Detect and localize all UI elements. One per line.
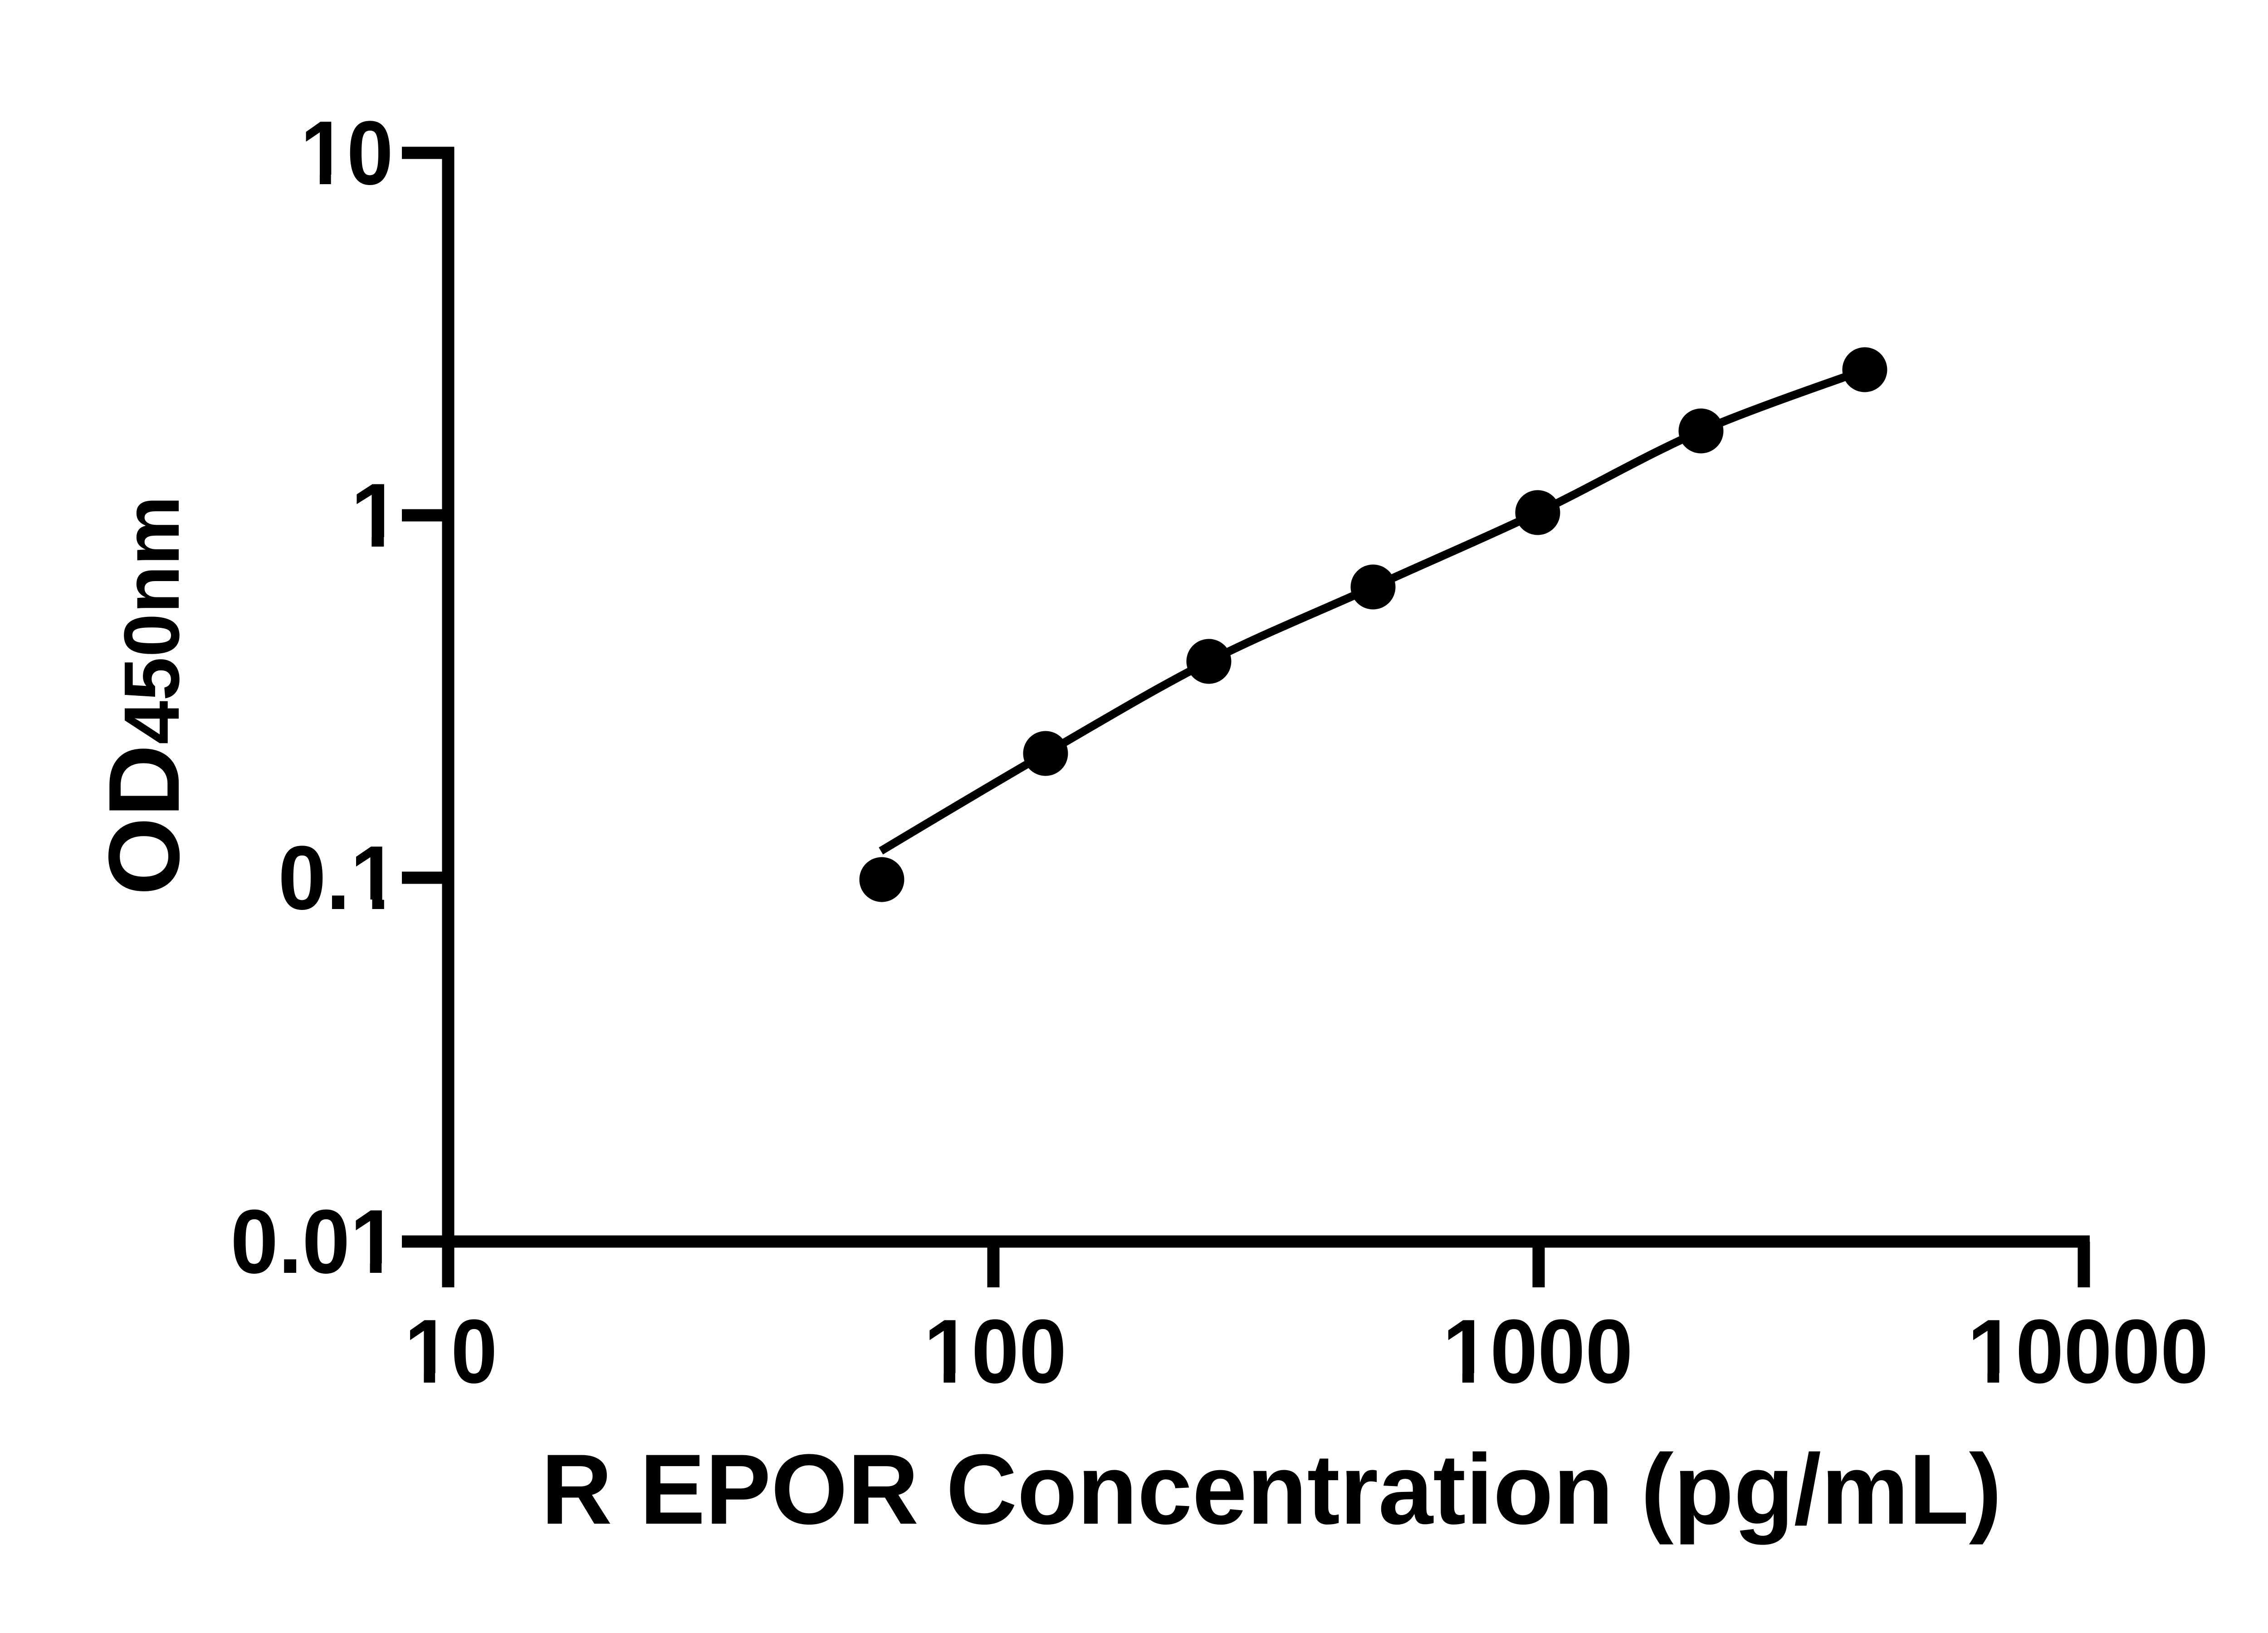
svg-text:10: 10 [300, 103, 393, 204]
svg-text:10: 10 [405, 1301, 498, 1402]
svg-text:10000: 10000 [1967, 1301, 2209, 1402]
svg-text:0.01: 0.01 [230, 1191, 398, 1292]
svg-text:0.1: 0.1 [278, 827, 398, 929]
svg-text:1000: 1000 [1442, 1301, 1633, 1402]
svg-text:100: 100 [924, 1301, 1067, 1402]
svg-text:1: 1 [351, 465, 401, 566]
svg-text:R EPOR Concentration (pg/mL): R EPOR Concentration (pg/mL) [541, 1433, 2002, 1545]
